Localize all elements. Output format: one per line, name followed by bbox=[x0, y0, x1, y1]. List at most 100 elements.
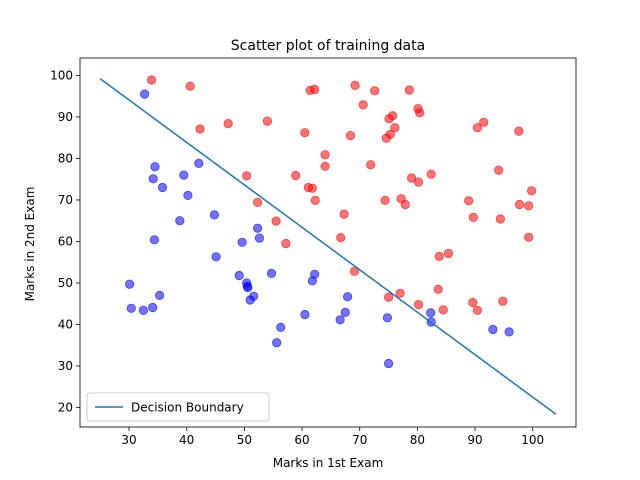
x-tick-label: 80 bbox=[410, 433, 425, 447]
x-tick-label: 50 bbox=[237, 433, 252, 447]
data-point-red bbox=[524, 232, 534, 242]
data-point-red bbox=[464, 196, 474, 206]
data-point-blue bbox=[211, 252, 221, 262]
data-point-blue bbox=[254, 233, 264, 243]
data-point-red bbox=[413, 299, 424, 310]
data-point-blue bbox=[300, 309, 310, 320]
data-point-blue bbox=[209, 210, 219, 220]
data-point-blue bbox=[340, 307, 350, 317]
data-point-red bbox=[400, 199, 410, 210]
data-point-blue bbox=[253, 223, 263, 233]
data-point-red bbox=[195, 124, 205, 134]
data-point-red bbox=[370, 86, 380, 96]
data-point-blue bbox=[126, 303, 136, 313]
decision-boundary-line bbox=[99, 78, 557, 415]
data-point-red bbox=[345, 131, 356, 141]
data-point-red bbox=[223, 119, 233, 129]
data-point-red bbox=[526, 186, 537, 196]
data-point-red bbox=[404, 85, 414, 95]
x-axis-label: Marks in 1st Exam bbox=[273, 456, 384, 470]
data-point-red bbox=[366, 160, 376, 170]
y-tick-label: 50 bbox=[58, 276, 73, 290]
data-point-red bbox=[494, 165, 504, 175]
data-point-red bbox=[262, 116, 272, 126]
data-point-red bbox=[498, 296, 508, 306]
legend-box bbox=[86, 392, 270, 422]
data-point-red bbox=[406, 173, 417, 183]
data-point-blue bbox=[276, 322, 286, 332]
y-tick-label: 70 bbox=[58, 193, 73, 207]
data-point-red bbox=[413, 177, 424, 187]
data-point-blue bbox=[249, 291, 259, 301]
data-point-red bbox=[426, 169, 436, 179]
data-point-blue bbox=[342, 292, 353, 302]
y-tick-label: 30 bbox=[58, 359, 73, 373]
data-point-blue bbox=[234, 270, 244, 281]
x-tick-label: 60 bbox=[294, 433, 309, 447]
data-point-blue bbox=[266, 268, 277, 278]
data-point-red bbox=[479, 117, 489, 127]
data-point-red bbox=[320, 161, 330, 171]
data-point-red bbox=[310, 195, 320, 205]
data-point-red bbox=[385, 129, 395, 139]
data-point-blue bbox=[504, 327, 514, 337]
data-point-blue bbox=[183, 190, 193, 200]
data-point-blue bbox=[157, 182, 168, 193]
data-point-red bbox=[443, 248, 454, 259]
data-point-red bbox=[387, 111, 398, 121]
y-tick-label: 40 bbox=[58, 317, 73, 331]
y-tick-label: 20 bbox=[58, 400, 73, 414]
x-tick-label: 40 bbox=[179, 433, 194, 447]
data-point-blue bbox=[237, 237, 247, 247]
data-point-red bbox=[438, 305, 448, 315]
data-point-red bbox=[320, 150, 330, 160]
data-point-red bbox=[310, 84, 320, 95]
y-tick-label: 80 bbox=[58, 151, 73, 165]
data-point-red bbox=[242, 171, 252, 181]
data-point-red bbox=[415, 108, 425, 118]
data-point-red bbox=[472, 305, 482, 315]
data-point-blue bbox=[148, 302, 158, 313]
data-point-blue bbox=[148, 174, 158, 184]
plot-area: 30 40 50 60 70 80 90 100 20 30 40 50 60 70 80 90 100 Deci… bbox=[50, 57, 577, 447]
data-point-red bbox=[390, 123, 400, 133]
data-point-blue bbox=[140, 89, 150, 99]
data-point-red bbox=[380, 195, 390, 205]
legend: Decision Boundary bbox=[86, 392, 270, 422]
data-point-blue bbox=[194, 158, 204, 168]
data-point-red bbox=[350, 80, 360, 91]
data-point-red bbox=[146, 75, 157, 85]
data-point-blue bbox=[179, 170, 189, 180]
x-tick-label: 90 bbox=[467, 433, 482, 447]
data-point-red bbox=[339, 209, 349, 219]
data-point-blue bbox=[488, 324, 498, 335]
data-point-blue bbox=[310, 269, 320, 279]
data-point-blue bbox=[383, 358, 394, 369]
chart-title: Scatter plot of training data bbox=[231, 38, 425, 54]
data-point-blue bbox=[272, 338, 282, 348]
data-point-blue bbox=[125, 279, 135, 289]
data-point-red bbox=[358, 100, 368, 110]
data-point-red bbox=[271, 216, 281, 226]
data-point-red bbox=[349, 266, 360, 276]
y-axis-label: Marks in 2nd Exam bbox=[23, 187, 37, 302]
data-point-red bbox=[281, 238, 291, 249]
x-tick-label: 70 bbox=[352, 433, 367, 447]
x-tick-label: 30 bbox=[121, 433, 136, 447]
data-point-red bbox=[468, 212, 478, 222]
data-point-red bbox=[185, 81, 195, 91]
data-point-blue bbox=[138, 305, 148, 315]
data-point-blue bbox=[382, 313, 392, 323]
data-point-red bbox=[383, 292, 394, 302]
data-point-red bbox=[253, 197, 263, 207]
data-point-blue bbox=[335, 315, 345, 325]
data-point-red bbox=[468, 297, 478, 308]
data-point-blue bbox=[175, 216, 185, 226]
x-tick-label: 100 bbox=[521, 433, 544, 447]
y-tick-label: 90 bbox=[58, 110, 73, 124]
data-point-red bbox=[514, 199, 525, 210]
data-point-red bbox=[336, 233, 346, 243]
data-point-red bbox=[434, 251, 444, 261]
data-point-red bbox=[291, 170, 301, 181]
